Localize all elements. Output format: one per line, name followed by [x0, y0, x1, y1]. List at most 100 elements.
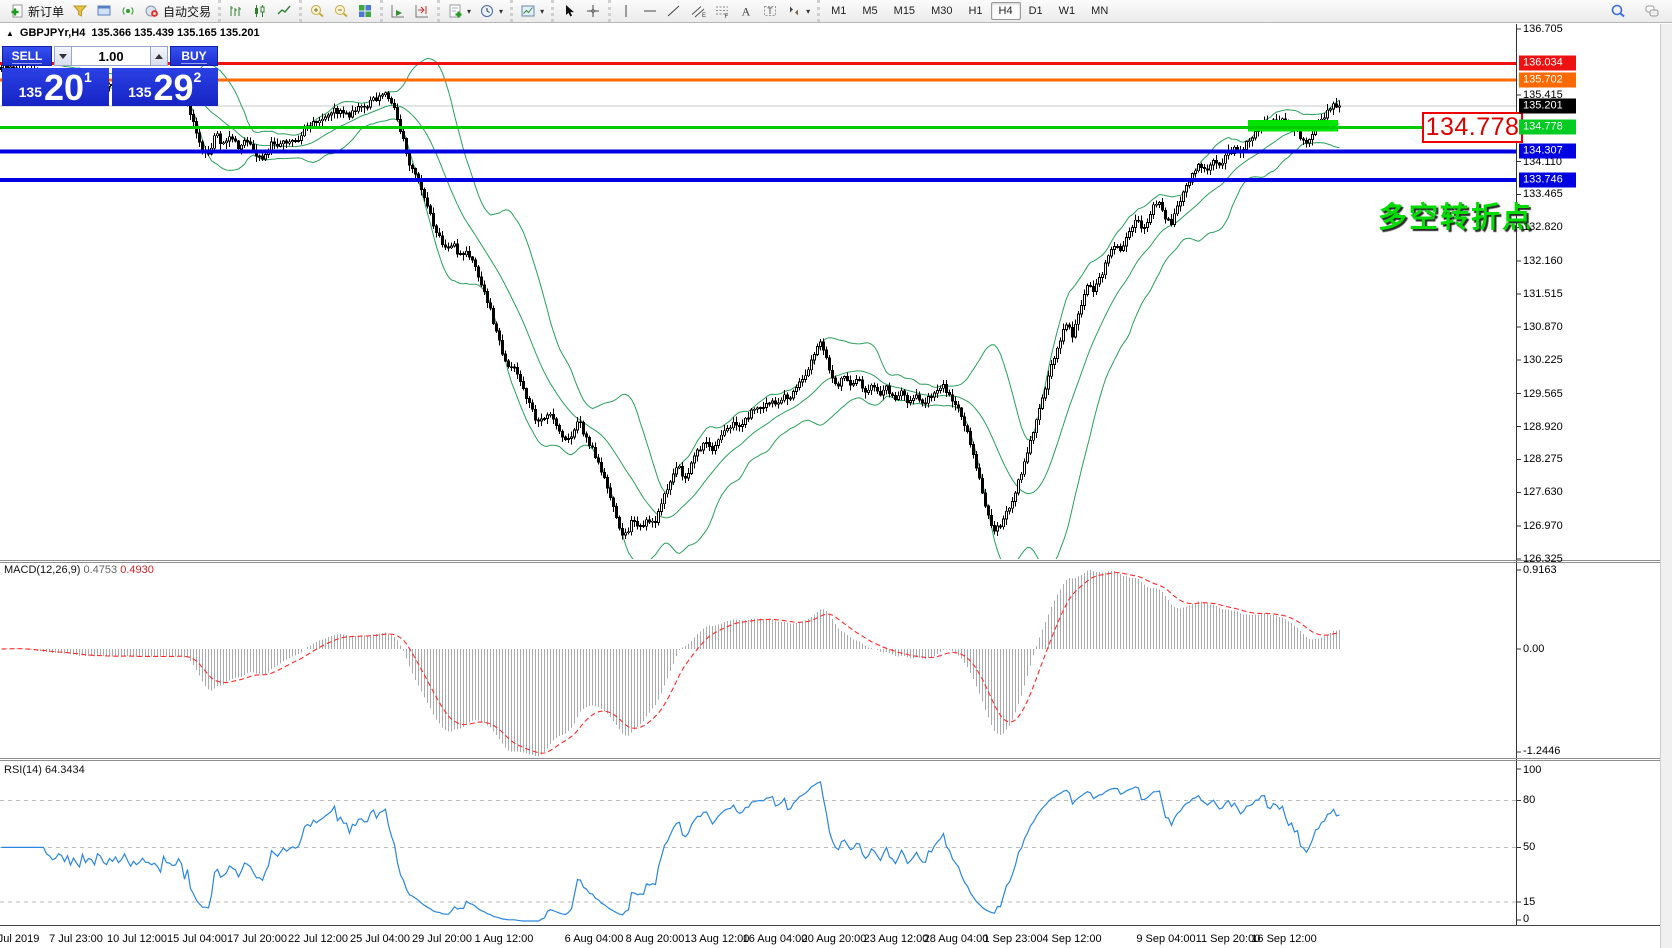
new-order-button[interactable]: 新订单 — [5, 1, 68, 21]
symbol-ohlc: 135.366 135.439 135.165 135.201 — [91, 27, 260, 39]
hline-button[interactable] — [638, 1, 662, 21]
price-badge: 133.746 — [1519, 172, 1576, 188]
arrows-icon — [790, 6, 799, 16]
channel-button[interactable]: E — [686, 1, 710, 21]
sell-price[interactable]: 135 20 1 — [2, 68, 109, 106]
toolbar: 新订单 自动交易 ▾ ▾ ▾ E F A T ▾ M1 M5 M15 M30 H1 H4 D1 W1 MN — [0, 0, 1672, 23]
vline-icon — [625, 5, 627, 17]
caret-down-icon: ▾ — [806, 6, 811, 16]
volume-increase-button[interactable] — [150, 46, 168, 66]
triangle-up-icon — [155, 53, 163, 59]
crosshair-button[interactable] — [581, 1, 605, 21]
chart-shift-button[interactable] — [410, 1, 434, 21]
search-button[interactable] — [1606, 1, 1630, 21]
timeframe-m1[interactable]: M1 — [831, 5, 847, 17]
arrows-button[interactable]: ▾ — [782, 1, 814, 21]
time-label: 29 Jul 20:00 — [412, 933, 472, 945]
autoscroll-button[interactable] — [386, 1, 410, 21]
time-label: 11 Sep 20:00 — [1195, 933, 1261, 945]
indicators-icon — [449, 4, 462, 18]
timeframe-m15[interactable]: M15 — [893, 5, 916, 17]
periods-button[interactable]: ▾ — [475, 1, 507, 21]
price-badge: 134.307 — [1519, 143, 1576, 159]
new-order-icon — [11, 4, 23, 18]
time-label: 28 Aug 04:00 — [923, 933, 989, 945]
label-icon: T — [764, 6, 777, 16]
signal-button[interactable] — [116, 1, 140, 21]
autotrade-button[interactable]: 自动交易 — [140, 1, 215, 21]
chat-button[interactable] — [1640, 1, 1664, 21]
turning-point-note[interactable]: 多空转折点 — [1378, 202, 1534, 234]
vline-button[interactable] — [614, 1, 638, 21]
zoom-out-button[interactable] — [329, 1, 353, 21]
time-label: 16 Sep 12:00 — [1251, 933, 1317, 945]
price-badge: 135.201 — [1519, 98, 1576, 114]
timeframe-h4[interactable]: H4 — [990, 2, 1021, 20]
symbol-arrow-icon: ▲ — [6, 28, 14, 38]
price-badge: 136.034 — [1519, 55, 1576, 71]
time-label: 13 Aug 12:00 — [684, 933, 750, 945]
price-tick: 135.415 — [1523, 89, 1563, 101]
buy-button[interactable]: BUY — [170, 46, 218, 66]
caret-down-icon: ▾ — [499, 6, 504, 16]
cursor-button[interactable] — [557, 1, 581, 21]
zoom-in-button[interactable] — [305, 1, 329, 21]
price-alert-label[interactable]: 134.778 — [1422, 112, 1523, 143]
profiles-button[interactable]: ▾ — [516, 1, 548, 21]
timeframe-w1[interactable]: W1 — [1058, 5, 1076, 17]
triangle-down-icon — [59, 53, 67, 59]
text-icon: A — [742, 5, 751, 19]
price-tick: 128.920 — [1523, 421, 1563, 433]
svg-text:E: E — [702, 13, 706, 19]
price-tick: 131.515 — [1523, 288, 1563, 300]
chart-shift-icon — [415, 5, 429, 18]
terminal-button[interactable] — [92, 1, 116, 21]
price-tick: 129.565 — [1523, 388, 1563, 400]
time-label: 16 Aug 04:00 — [742, 933, 808, 945]
chart-bars-button[interactable] — [224, 1, 248, 21]
indicators-button[interactable]: ▾ — [443, 1, 475, 21]
time-label: 15 Jul 04:00 — [167, 933, 227, 945]
timeframe-d1[interactable]: D1 — [1028, 5, 1043, 17]
text-button[interactable]: A — [734, 1, 758, 21]
rsi-tick: 80 — [1523, 794, 1536, 806]
price-tick: 126.325 — [1523, 553, 1563, 565]
timeframe-mn[interactable]: MN — [1091, 5, 1109, 17]
chart-line-button[interactable] — [272, 1, 296, 21]
channel-icon: E — [691, 6, 706, 19]
chart-bars-icon — [230, 6, 242, 16]
volume-input[interactable] — [72, 46, 150, 66]
volume-decrease-button[interactable] — [54, 46, 72, 66]
tile-windows-button[interactable] — [353, 1, 377, 21]
timeframe-m30[interactable]: M30 — [931, 5, 953, 17]
chat-icon — [1645, 5, 1659, 17]
sell-button[interactable]: SELL — [2, 46, 52, 66]
price-tick: 132.160 — [1523, 255, 1563, 267]
time-label: 8 Aug 20:00 — [625, 933, 685, 945]
label-button[interactable]: T — [758, 1, 782, 21]
price-tick: 133.465 — [1523, 188, 1563, 200]
autotrade-label: 自动交易 — [163, 4, 212, 19]
buy-price[interactable]: 135 29 2 — [111, 68, 218, 106]
caret-down-icon: ▾ — [467, 6, 472, 16]
window-scroll-strip[interactable] — [1660, 24, 1672, 948]
time-label: 23 Aug 12:00 — [863, 933, 929, 945]
rsi-indicator-label: RSI(14) 64.3434 — [4, 764, 85, 776]
chart-candles-button[interactable] — [248, 1, 272, 21]
fibonacci-button[interactable]: F — [710, 1, 734, 21]
trendline-button[interactable] — [662, 1, 686, 21]
timeframe-m5[interactable]: M5 — [862, 5, 878, 17]
svg-text:A: A — [742, 5, 751, 19]
chart-window: ▲ GBPJPYr,H4 135.366 135.439 135.165 135… — [0, 23, 1672, 948]
zoom-out-icon — [335, 5, 348, 18]
funnel-button[interactable] — [68, 1, 92, 21]
autoscroll-icon — [391, 5, 405, 18]
trendline-icon — [667, 5, 680, 17]
macd-tick: -1.2446 — [1523, 745, 1561, 757]
autotrade-icon — [145, 5, 158, 17]
timeframe-h1[interactable]: H1 — [968, 5, 983, 17]
time-label: 4 Sep 12:00 — [1042, 933, 1102, 945]
chart-candles-icon — [255, 5, 265, 17]
time-label: 6 Aug 04:00 — [564, 933, 624, 945]
